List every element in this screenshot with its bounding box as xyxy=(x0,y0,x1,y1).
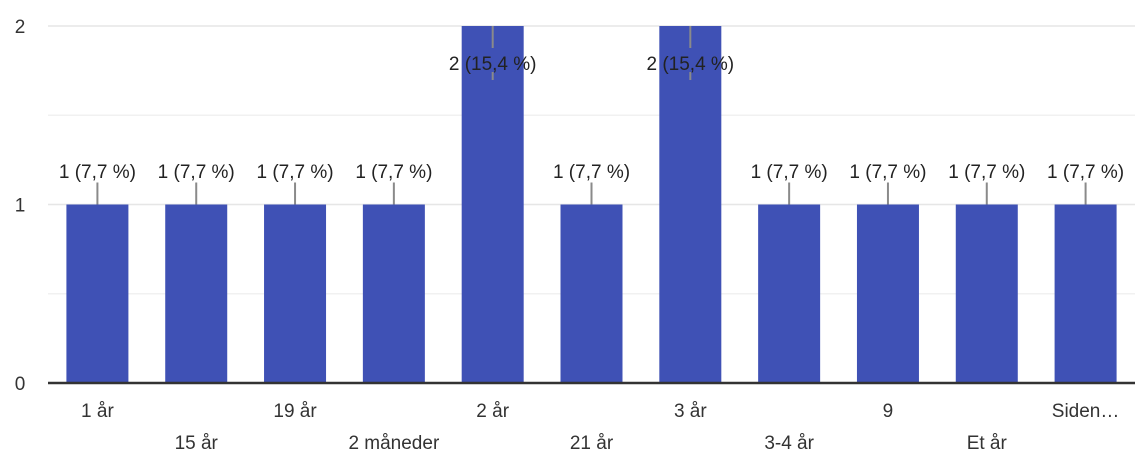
bars xyxy=(66,26,1117,383)
x-tick-label: 1 år xyxy=(81,401,114,422)
data-label: 1 (7,7 %) xyxy=(59,162,136,183)
data-label: 2 (15,4 %) xyxy=(449,54,537,75)
x-tick-label: 3 år xyxy=(674,401,707,422)
bar xyxy=(659,26,722,383)
data-label: 1 (7,7 %) xyxy=(553,162,630,183)
data-label: 1 (7,7 %) xyxy=(948,162,1025,183)
bar xyxy=(461,26,524,383)
x-tick-label: 2 år xyxy=(476,401,509,422)
x-tick-label: 3-4 år xyxy=(764,433,814,454)
y-tick-label: 0 xyxy=(15,374,26,395)
x-tick-label: Et år xyxy=(967,433,1008,454)
bar xyxy=(955,204,1018,383)
data-label: 1 (7,7 %) xyxy=(751,162,828,183)
bar xyxy=(66,204,129,383)
bar xyxy=(264,204,327,383)
bar xyxy=(1054,204,1117,383)
x-tick-label: 21 år xyxy=(570,433,614,454)
y-axis-ticks: 0 1 2 xyxy=(15,17,26,395)
data-label: 2 (15,4 %) xyxy=(646,54,734,75)
data-label: 1 (7,7 %) xyxy=(355,162,432,183)
data-label: 1 (7,7 %) xyxy=(256,162,333,183)
x-tick-label: Siden… xyxy=(1052,401,1120,422)
data-label: 1 (7,7 %) xyxy=(1047,162,1124,183)
bar xyxy=(362,204,425,383)
x-axis-ticks: 1 år 15 år 19 år 2 måneder 2 år 21 år 3 år 3-4 … xyxy=(81,401,1119,454)
bar xyxy=(856,204,919,383)
data-label: 1 (7,7 %) xyxy=(849,162,926,183)
x-tick-label: 2 måneder xyxy=(348,433,440,454)
x-tick-label: 9 xyxy=(883,401,894,422)
x-tick-label: 15 år xyxy=(175,433,219,454)
data-labels: 1 (7,7 %) 1 (7,7 %) 1 (7,7 %) 1 (7,7 %) 2 (1… xyxy=(59,26,1124,205)
y-tick-label: 2 xyxy=(15,17,26,38)
bar xyxy=(165,204,228,383)
bar xyxy=(758,204,821,383)
data-label: 1 (7,7 %) xyxy=(158,162,235,183)
y-tick-label: 1 xyxy=(15,196,26,217)
x-tick-label: 19 år xyxy=(273,401,317,422)
bar xyxy=(560,204,623,383)
